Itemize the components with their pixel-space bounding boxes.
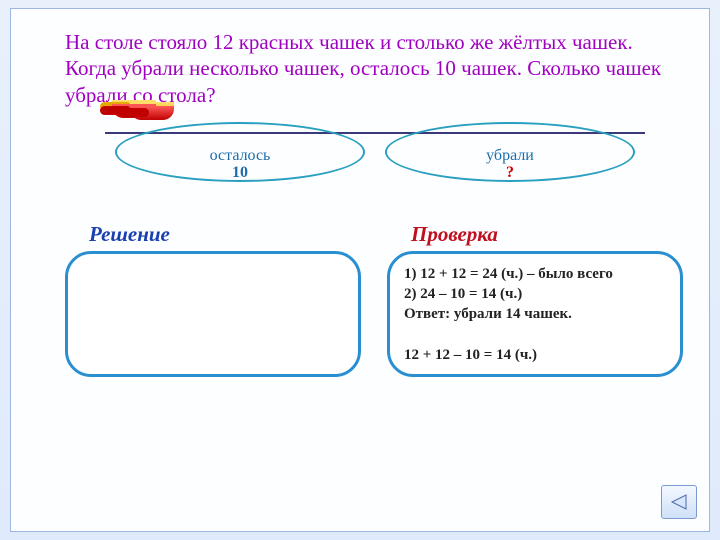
solution-column: Решение xyxy=(65,222,361,377)
answer-sections: Решение Проверка 1) 12 + 12 = 24 (ч.) – … xyxy=(65,222,679,377)
bracket-diagram: осталось 10 убрали ? xyxy=(105,126,645,216)
check-box: 1) 12 + 12 = 24 (ч.) – было всего 2) 24 … xyxy=(387,251,683,377)
value-removed: ? xyxy=(506,164,514,181)
solution-heading: Решение xyxy=(89,222,361,247)
check-line: 12 + 12 – 10 = 14 (ч.) xyxy=(404,345,666,365)
slide: На столе стояло 12 красных чашек и столь… xyxy=(10,8,710,532)
check-line xyxy=(404,325,666,345)
check-column: Проверка 1) 12 + 12 = 24 (ч.) – было все… xyxy=(387,222,683,377)
problem-text: На столе стояло 12 красных чашек и столь… xyxy=(65,29,679,108)
cups-illustration xyxy=(105,114,679,124)
solution-box xyxy=(65,251,361,377)
value-remaining: 10 xyxy=(232,164,248,181)
label-remaining: осталось 10 xyxy=(165,148,315,182)
label-remaining-text: осталось xyxy=(210,147,271,164)
check-heading: Проверка xyxy=(411,222,683,247)
label-removed-text: убрали xyxy=(486,147,534,164)
label-removed: убрали ? xyxy=(435,148,585,182)
check-line: Ответ: убрали 14 чашек. xyxy=(404,304,666,324)
check-line: 1) 12 + 12 = 24 (ч.) – было всего xyxy=(404,264,666,284)
back-button[interactable] xyxy=(661,485,697,519)
back-triangle-icon xyxy=(670,494,688,510)
check-line: 2) 24 – 10 = 14 (ч.) xyxy=(404,284,666,304)
